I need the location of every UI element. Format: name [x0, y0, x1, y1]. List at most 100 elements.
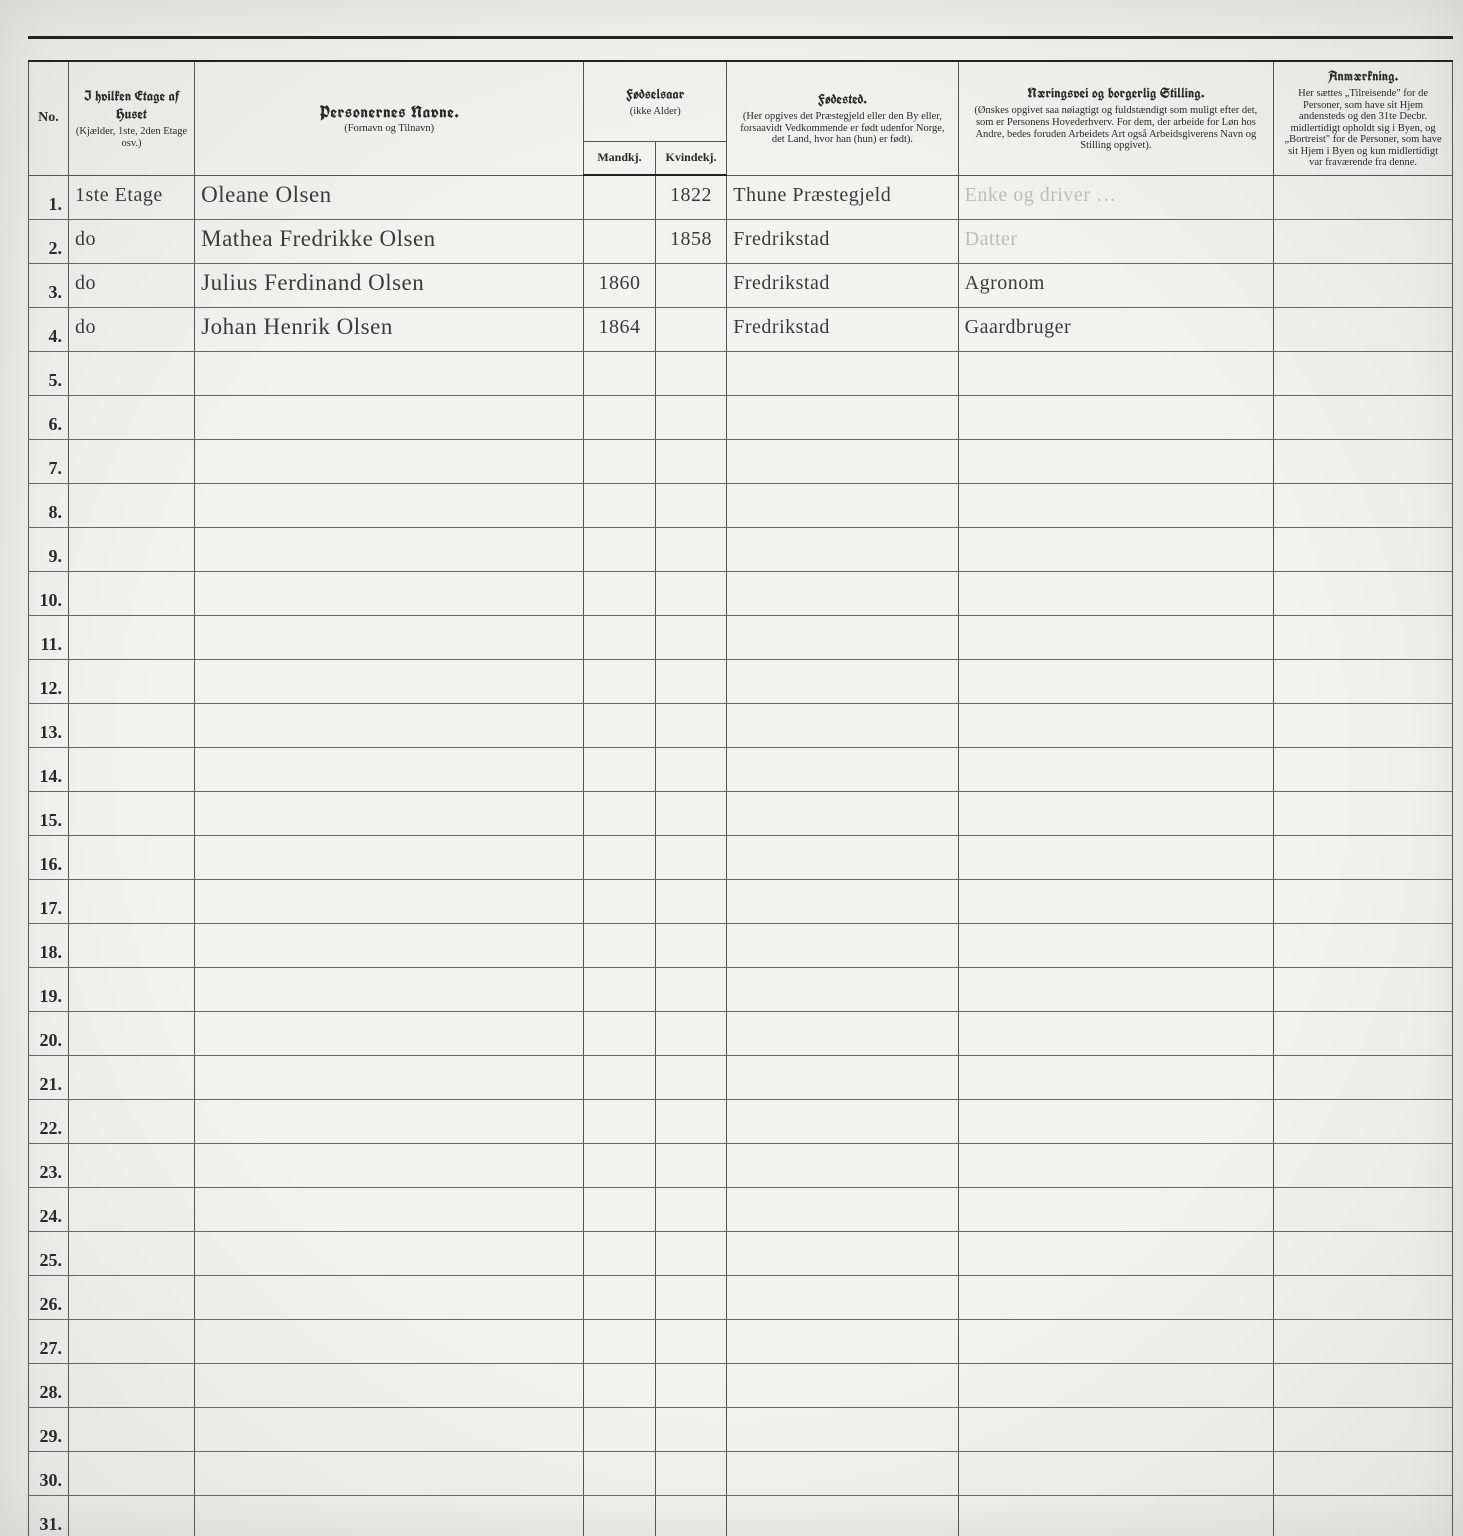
cell-navn — [195, 791, 584, 835]
cell-stilling — [958, 439, 1274, 483]
cell-stilling — [958, 879, 1274, 923]
cell-navn — [195, 1275, 584, 1319]
cell-etage — [68, 1187, 194, 1231]
cell-navn — [195, 923, 584, 967]
cell-year-m — [584, 1407, 656, 1451]
cell-no: 30 — [29, 1451, 69, 1495]
cell-etage — [68, 791, 194, 835]
cell-fodested — [727, 1011, 958, 1055]
cell-year-k: 1822 — [655, 175, 727, 219]
cell-year-m: 1860 — [584, 263, 656, 307]
cell-anm — [1274, 1319, 1453, 1363]
cell-year-k — [655, 1495, 727, 1536]
cell-etage — [68, 967, 194, 1011]
cell-navn: Johan Henrik Olsen — [195, 307, 584, 351]
cell-stilling — [958, 1495, 1274, 1536]
cell-no: 19 — [29, 967, 69, 1011]
cell-no: 14 — [29, 747, 69, 791]
cell-etage — [68, 1495, 194, 1536]
cell-navn — [195, 1407, 584, 1451]
cell-anm — [1274, 439, 1453, 483]
table-header: No. I hvilken Etage af Huset (Kjælder, 1… — [29, 61, 1453, 175]
cell-year-m — [584, 615, 656, 659]
hdr-fodested-sub: (Her opgives det Præstegjeld eller den B… — [733, 111, 951, 146]
hand-navn: Johan Henrik Olsen — [201, 314, 393, 339]
cell-year-m — [584, 1055, 656, 1099]
hand-stilling: Enke og driver … — [965, 184, 1117, 206]
cell-etage: do — [68, 219, 194, 263]
table-row: 28 — [29, 1363, 1453, 1407]
hand-year-m: 1864 — [599, 316, 641, 338]
cell-navn — [195, 527, 584, 571]
table-row: 10 — [29, 571, 1453, 615]
cell-stilling — [958, 395, 1274, 439]
cell-stilling — [958, 351, 1274, 395]
cell-fodested — [727, 1363, 958, 1407]
hdr-etage-title: I hvilken Etage af Huset — [84, 87, 178, 123]
cell-fodested — [727, 1407, 958, 1451]
cell-anm — [1274, 527, 1453, 571]
cell-year-m — [584, 1143, 656, 1187]
cell-fodested — [727, 571, 958, 615]
cell-stilling — [958, 923, 1274, 967]
cell-year-k: 1858 — [655, 219, 727, 263]
cell-year-k — [655, 1011, 727, 1055]
cell-etage — [68, 1407, 194, 1451]
cell-year-m — [584, 571, 656, 615]
cell-no: 5 — [29, 351, 69, 395]
cell-no: 25 — [29, 1231, 69, 1275]
cell-no: 13 — [29, 703, 69, 747]
cell-year-m — [584, 923, 656, 967]
cell-no: 29 — [29, 1407, 69, 1451]
cell-etage — [68, 1143, 194, 1187]
cell-navn — [195, 1319, 584, 1363]
cell-navn — [195, 1231, 584, 1275]
cell-stilling — [958, 835, 1274, 879]
cell-etage — [68, 483, 194, 527]
cell-fodested: Fredrikstad — [727, 219, 958, 263]
table-row: 29 — [29, 1407, 1453, 1451]
cell-navn — [195, 439, 584, 483]
cell-year-m — [584, 1363, 656, 1407]
cell-year-k — [655, 1055, 727, 1099]
cell-year-m — [584, 791, 656, 835]
cell-fodested — [727, 1099, 958, 1143]
cell-anm — [1274, 1495, 1453, 1536]
cell-no: 15 — [29, 791, 69, 835]
hdr-etage: I hvilken Etage af Huset (Kjælder, 1ste,… — [68, 61, 194, 175]
cell-no: 26 — [29, 1275, 69, 1319]
cell-fodested — [727, 835, 958, 879]
cell-stilling — [958, 1055, 1274, 1099]
cell-etage: do — [68, 263, 194, 307]
cell-fodested — [727, 1319, 958, 1363]
cell-year-k — [655, 879, 727, 923]
cell-no: 27 — [29, 1319, 69, 1363]
cell-stilling — [958, 747, 1274, 791]
hdr-fodsel-sub: (ikke Alder) — [590, 106, 720, 118]
cell-year-k — [655, 483, 727, 527]
cell-anm — [1274, 175, 1453, 219]
cell-etage — [68, 439, 194, 483]
cell-no: 10 — [29, 571, 69, 615]
hdr-kvindekj: Kvindekj. — [655, 141, 727, 175]
cell-etage — [68, 703, 194, 747]
cell-navn — [195, 1495, 584, 1536]
hdr-anm: Anmærkning. Her sættes „Tilreisende" for… — [1274, 61, 1453, 175]
hdr-navn-sub: (Fornavn og Tilnavn) — [201, 123, 577, 135]
hand-stilling: Gaardbruger — [965, 316, 1072, 338]
hdr-etage-sub: (Kjælder, 1ste, 2den Etage osv.) — [75, 126, 188, 149]
hand-fodested: Thune Præstegjeld — [733, 184, 891, 206]
cell-navn: Julius Ferdinand Olsen — [195, 263, 584, 307]
cell-stilling — [958, 791, 1274, 835]
cell-fodested — [727, 967, 958, 1011]
cell-year-m — [584, 659, 656, 703]
cell-year-k — [655, 527, 727, 571]
cell-year-k — [655, 659, 727, 703]
cell-year-m: 1864 — [584, 307, 656, 351]
cell-etage — [68, 1319, 194, 1363]
table-row: 12 — [29, 659, 1453, 703]
cell-navn — [195, 1143, 584, 1187]
hand-year-k: 1858 — [670, 228, 712, 250]
cell-stilling — [958, 1407, 1274, 1451]
table-row: 30 — [29, 1451, 1453, 1495]
